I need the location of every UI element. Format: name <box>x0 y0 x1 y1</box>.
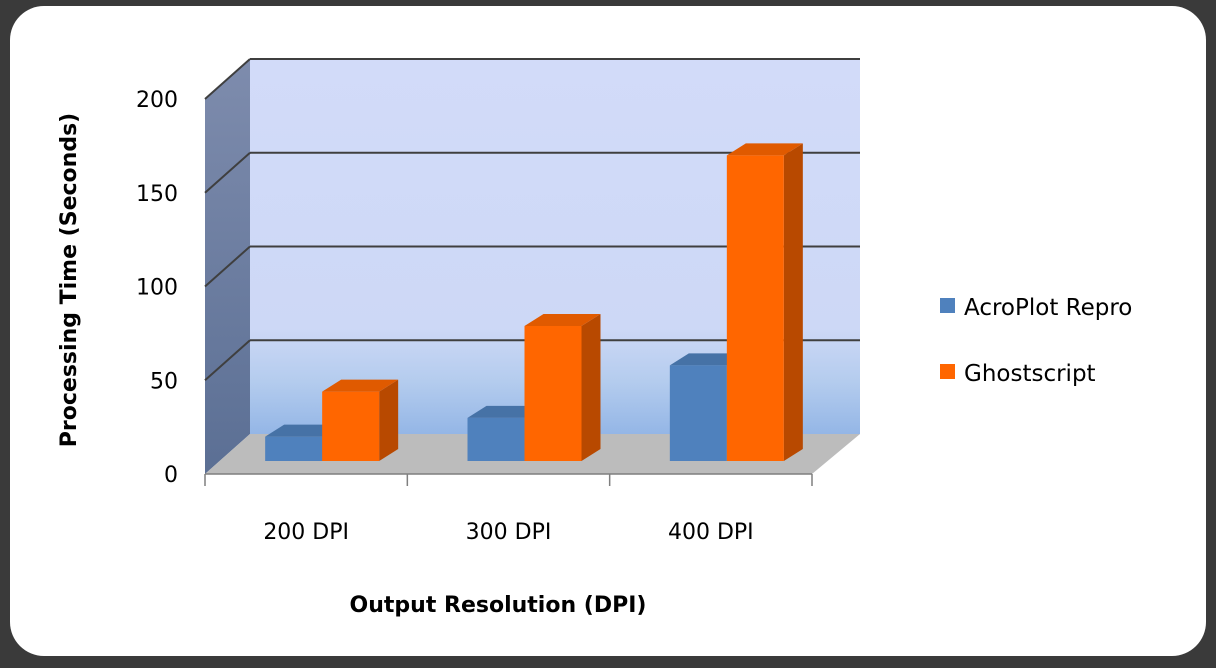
bar-top <box>322 379 399 392</box>
bar-front <box>726 155 784 461</box>
legend-swatch-acroplot <box>940 298 955 313</box>
x-tick-label: 400 DPI <box>668 520 754 545</box>
x-axis-title: Output Resolution (DPI) <box>350 593 647 618</box>
gridline-side <box>204 152 251 194</box>
x-tick-label: 300 DPI <box>466 520 552 545</box>
y-tick-label: 150 <box>136 182 178 207</box>
y-axis-ticks: 0 50 100 150 200 <box>136 88 178 488</box>
x-tick-label: 200 DPI <box>263 520 349 545</box>
bar-side <box>379 379 399 461</box>
bar-front <box>524 326 582 461</box>
bar-side <box>783 143 803 461</box>
bar-top <box>726 143 803 156</box>
bar-front <box>669 365 727 461</box>
legend: AcroPlot Repro Ghostscript <box>940 295 1132 387</box>
gridline-side <box>204 58 251 100</box>
bar <box>726 143 803 461</box>
y-axis-title: Processing Time (Seconds) <box>57 113 82 447</box>
bar <box>322 379 399 461</box>
y-tick-label: 0 <box>164 463 178 488</box>
bar <box>524 314 601 461</box>
legend-swatch-ghostscript <box>940 364 955 379</box>
bar-front <box>322 391 380 461</box>
legend-label-acroplot: AcroPlot Repro <box>964 295 1132 321</box>
bar-front <box>265 436 323 461</box>
gridline-side <box>204 245 251 288</box>
gridline-side <box>204 339 251 381</box>
y-tick-label: 50 <box>150 369 178 394</box>
bars <box>265 143 803 461</box>
y-tick-label: 200 <box>136 88 178 113</box>
x-axis-ticks: 200 DPI 300 DPI 400 DPI <box>263 520 753 545</box>
y-tick-label: 100 <box>136 276 178 301</box>
bar-side <box>581 314 601 461</box>
legend-label-ghostscript: Ghostscript <box>964 361 1096 387</box>
bar-top <box>524 314 601 326</box>
x-axis <box>204 473 813 486</box>
bar-front <box>467 417 525 461</box>
